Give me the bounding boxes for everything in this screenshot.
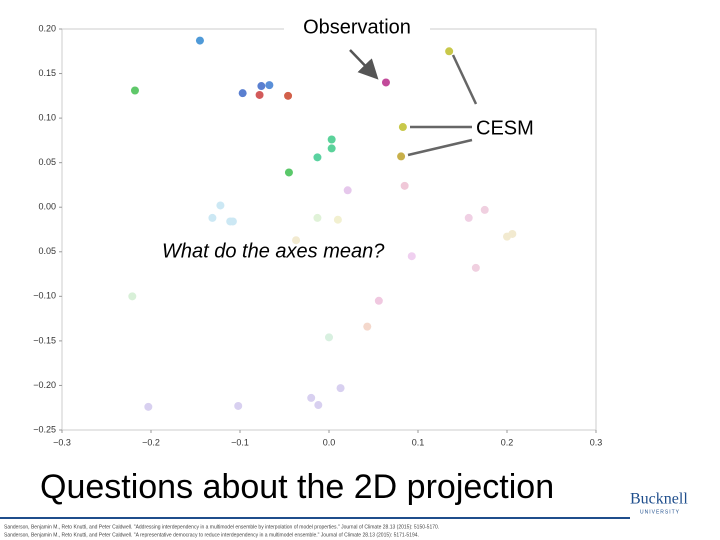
point (374, 296, 383, 305)
annotation: Observation (303, 16, 411, 38)
x-tick-label: −0.3 (53, 437, 71, 447)
point (333, 215, 342, 224)
annotation: CESM (476, 117, 534, 139)
point (284, 91, 293, 100)
point (292, 236, 301, 245)
point (228, 217, 237, 226)
point (314, 401, 323, 410)
pointer (451, 54, 478, 105)
y-tick-label: 0.05 (38, 157, 56, 167)
point (307, 393, 316, 402)
point (265, 81, 274, 90)
footnote: Sanderson, Benjamin M., Reto Knutti, and… (4, 532, 419, 538)
y-tick-label: 0.20 (38, 23, 56, 33)
point (208, 213, 217, 222)
x-tick-label: 0.1 (412, 437, 425, 447)
point (480, 205, 489, 214)
y-tick-label: −0.15 (33, 335, 56, 345)
y-tick-label: 0.15 (38, 68, 56, 78)
point (363, 322, 372, 331)
x-tick-label: 0.2 (501, 437, 514, 447)
plot-frame (61, 28, 597, 431)
y-tick-label: 0.05 (38, 246, 56, 256)
point (234, 401, 243, 410)
point (128, 292, 137, 301)
y-tick-label: −0.10 (33, 291, 56, 301)
point (313, 213, 322, 222)
label-bg (284, 16, 430, 42)
point (130, 86, 139, 95)
point (255, 90, 264, 99)
point (400, 181, 409, 190)
x-tick-label: 0.3 (590, 437, 603, 447)
point (327, 144, 336, 153)
point (381, 78, 390, 87)
point (327, 135, 336, 144)
logo-sub: UNIVERSITY (640, 509, 680, 515)
point (195, 36, 204, 45)
point (471, 263, 480, 272)
y-tick-label: 0.00 (38, 202, 56, 212)
point (336, 384, 345, 393)
x-tick-label: −0.1 (231, 437, 249, 447)
point (397, 152, 406, 161)
point (257, 82, 266, 91)
arrow (349, 49, 379, 80)
footnote: Sanderson, Benjamin M., Reto Knutti, and… (4, 524, 439, 530)
y-tick-label: −0.25 (33, 424, 56, 434)
x-tick-label: −0.2 (142, 437, 160, 447)
point (144, 402, 153, 411)
point (325, 333, 333, 342)
slide-title: Questions about the 2D projection (40, 468, 554, 506)
point (398, 123, 407, 132)
annotation: What do the axes mean? (162, 240, 385, 262)
point (313, 153, 322, 162)
y-tick-label: −0.20 (33, 380, 56, 390)
point (464, 213, 473, 222)
point (343, 186, 352, 195)
logo: Bucknell (630, 491, 688, 508)
pointer (407, 138, 473, 157)
point (284, 168, 293, 177)
point (445, 47, 454, 56)
point (407, 252, 416, 261)
point (508, 229, 517, 238)
x-tick-label: 0.0 (323, 437, 336, 447)
y-tick-label: 0.10 (38, 112, 56, 122)
point (238, 89, 247, 98)
point (216, 201, 225, 210)
